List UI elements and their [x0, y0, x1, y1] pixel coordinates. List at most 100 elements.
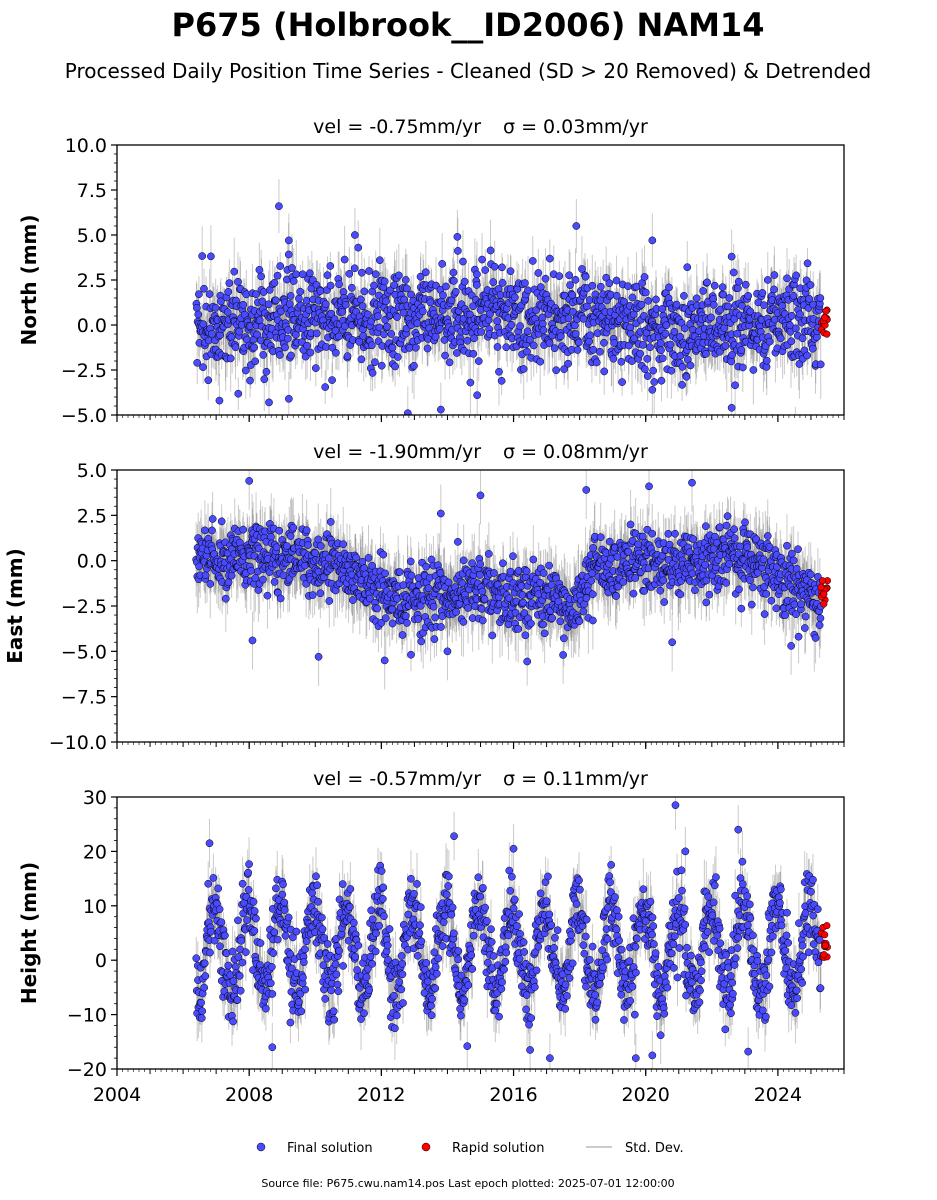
final-point	[421, 268, 430, 277]
final-point	[252, 290, 260, 299]
final-point	[285, 300, 294, 308]
y-tick-label: 0.0	[77, 315, 107, 337]
final-point-outlier	[354, 243, 363, 252]
final-point	[571, 275, 580, 284]
final-point	[430, 635, 439, 643]
final-point	[323, 271, 332, 280]
final-point	[328, 376, 336, 384]
final-point	[678, 381, 686, 389]
final-point	[589, 345, 598, 354]
final-point	[417, 637, 426, 646]
y-tick-label: 7.5	[77, 180, 107, 202]
final-point	[493, 317, 502, 325]
final-point	[477, 328, 486, 336]
final-point	[395, 568, 404, 576]
final-point	[783, 274, 791, 283]
final-point	[316, 542, 325, 550]
final-point	[406, 557, 415, 566]
final-point	[424, 584, 433, 593]
final-point	[765, 337, 774, 346]
final-point	[359, 332, 368, 340]
final-point	[350, 264, 359, 273]
final-point	[737, 301, 746, 310]
final-point	[546, 254, 554, 263]
final-point	[416, 272, 425, 281]
final-point	[787, 337, 796, 346]
final-point	[528, 257, 537, 265]
final-point	[702, 349, 710, 358]
final-point	[539, 326, 548, 335]
final-point	[581, 272, 590, 281]
final-point	[207, 252, 215, 261]
final-point	[422, 562, 431, 571]
final-point	[306, 269, 314, 278]
y-tick-label: −5.0	[61, 405, 107, 427]
final-point	[640, 273, 649, 281]
final-point	[536, 357, 545, 366]
final-solution-points	[192, 202, 825, 415]
final-point	[600, 367, 609, 376]
final-point	[217, 517, 226, 526]
final-point	[306, 348, 315, 357]
final-point	[524, 286, 532, 295]
final-point	[246, 376, 254, 385]
final-point	[641, 365, 649, 373]
panel-title: vel = -0.75mm/yr σ = 0.03mm/yr	[313, 116, 648, 138]
final-point	[193, 358, 202, 367]
final-point	[721, 341, 730, 350]
y-tick-label: 5.0	[77, 225, 107, 247]
final-point	[545, 339, 554, 347]
final-point	[792, 271, 801, 280]
final-point	[375, 323, 384, 332]
final-point	[208, 515, 217, 523]
final-point	[588, 281, 597, 290]
final-point	[454, 247, 462, 255]
final-point	[495, 367, 503, 376]
final-point	[206, 580, 215, 588]
final-point	[510, 293, 519, 302]
final-point	[311, 549, 319, 557]
final-point	[763, 276, 772, 284]
final-point	[641, 288, 650, 297]
final-point	[368, 561, 377, 570]
final-point	[380, 330, 388, 339]
final-point	[657, 346, 665, 355]
final-point	[439, 291, 447, 300]
final-point	[394, 271, 403, 280]
final-point	[259, 351, 268, 359]
final-point	[363, 310, 372, 319]
final-point	[449, 276, 458, 285]
final-point	[224, 287, 233, 296]
panel-title-vel: vel = -0.75mm/yr	[313, 116, 481, 138]
final-point	[451, 287, 460, 296]
final-point	[288, 264, 296, 272]
final-point-outlier	[351, 231, 359, 239]
final-point	[666, 340, 675, 349]
final-point	[223, 308, 232, 316]
final-point	[564, 314, 573, 323]
final-point	[555, 272, 564, 280]
final-point	[259, 575, 267, 584]
series-layer	[192, 179, 831, 415]
series-layer	[192, 470, 832, 690]
final-point	[368, 341, 376, 350]
final-point	[224, 578, 233, 587]
panel-title: vel = -1.90mm/yr σ = 0.08mm/yr	[313, 441, 648, 463]
final-point	[552, 366, 561, 375]
final-point	[670, 327, 679, 336]
final-point	[234, 389, 243, 398]
final-point	[744, 292, 753, 300]
final-point	[575, 338, 583, 347]
final-point	[221, 594, 230, 603]
final-point	[725, 294, 734, 302]
final-point	[289, 277, 298, 285]
final-point	[379, 550, 388, 559]
final-point	[612, 276, 621, 285]
final-point	[370, 281, 378, 290]
final-point	[605, 279, 614, 288]
final-point	[798, 334, 807, 343]
final-point	[490, 262, 499, 271]
final-point	[578, 265, 586, 273]
